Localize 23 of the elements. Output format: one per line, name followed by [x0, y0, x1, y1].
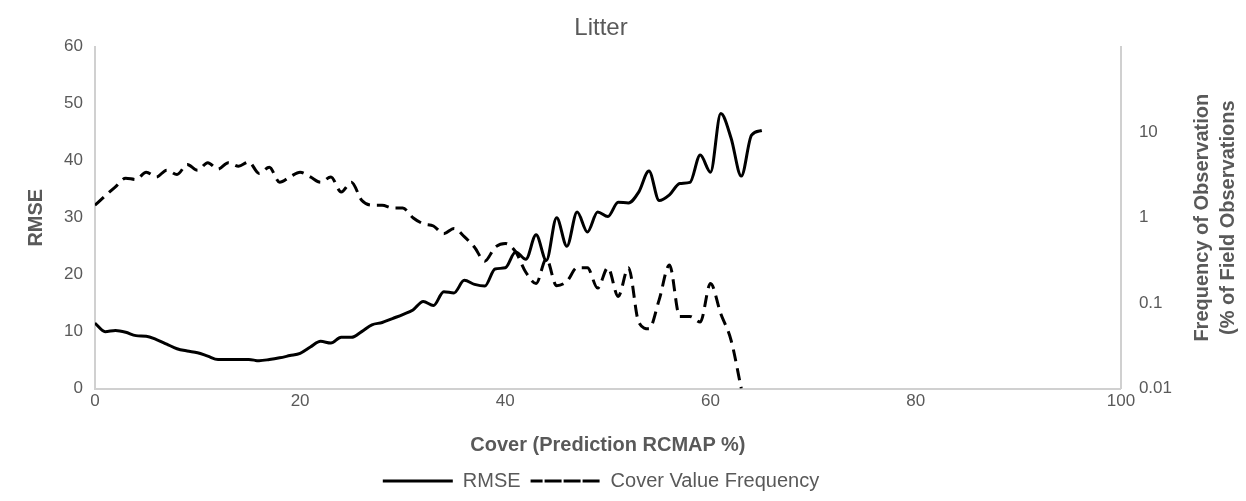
x-tick-label: 60 — [701, 391, 720, 411]
x-tick-label: 100 — [1106, 391, 1136, 411]
y2-axis-title: Frequency of Observation (% of Field Observations — [1189, 93, 1238, 342]
y2-tick-label: 1 — [1138, 207, 1149, 227]
y-tick-label: 0 — [73, 378, 83, 398]
y2-tick-label: 0.1 — [1138, 292, 1163, 312]
y-tick-label: 30 — [63, 207, 83, 227]
y-tick-label: 10 — [63, 321, 83, 341]
x-tick-label: 20 — [290, 391, 310, 411]
x-tick-label: 40 — [495, 391, 515, 411]
legend-label: Cover Value Frequency — [610, 468, 820, 491]
legend-label: RMSE — [462, 468, 521, 491]
chart-title: Litter — [574, 13, 628, 41]
y2-tick-label: 0.01 — [1138, 378, 1173, 398]
y-tick-label: 50 — [63, 93, 83, 113]
y-tick-label: 20 — [63, 264, 83, 284]
y-tick-label: 60 — [63, 36, 83, 56]
x-tick-label: 0 — [90, 391, 100, 411]
y2-tick-label: 10 — [1138, 121, 1158, 141]
x-axis-title: Cover (Prediction RCMAP %) — [470, 432, 746, 455]
x-tick-label: 80 — [906, 391, 926, 411]
y-axis-title: RMSE — [23, 188, 46, 247]
y-tick-label: 40 — [63, 150, 83, 170]
